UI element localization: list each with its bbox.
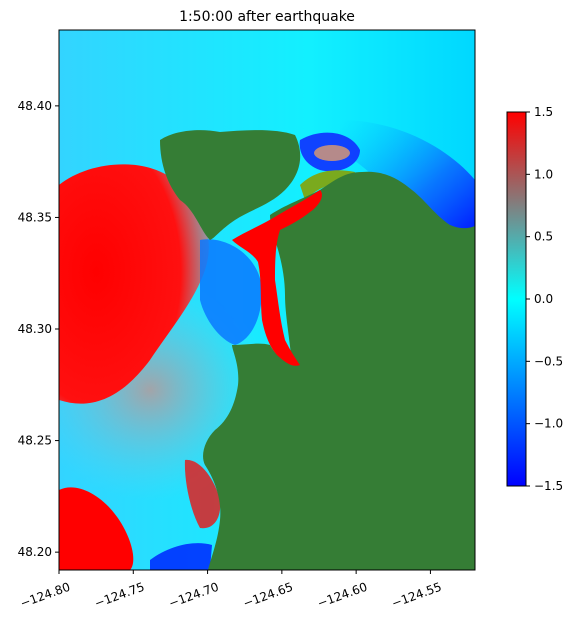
colorbar-tick-label: 0.5 [534, 230, 553, 244]
y-tick-label: 48.25 [18, 434, 52, 448]
colorbar-tick-label: 0.0 [534, 292, 553, 306]
negative-anomaly-channel [200, 239, 262, 345]
x-tick-label: −124.75 [93, 580, 147, 611]
inlet-grey-patch [314, 145, 350, 161]
positive-anomaly-west [59, 164, 209, 404]
x-tick-label: −124.60 [315, 580, 369, 611]
colorbar-tick-label: 1.0 [534, 167, 553, 181]
y-tick-label: 48.30 [18, 322, 52, 336]
y-tick-label: 48.40 [18, 99, 52, 113]
chart-title: 1:50:00 after earthquake [179, 9, 355, 25]
x-tick-label: −124.65 [241, 580, 295, 611]
positive-anomaly-coast [184, 459, 221, 529]
land-north [160, 130, 301, 240]
negative-anomaly-east [340, 120, 475, 240]
negative-anomaly-south [150, 543, 212, 570]
y-axis: 48.20 48.25 48.30 48.35 48.40 [18, 99, 59, 559]
positive-anomaly-southwest [59, 487, 134, 570]
colorbar-tick-label: −1.0 [534, 417, 563, 431]
colorbar-tick-label: 1.5 [534, 105, 553, 119]
positive-anomaly-inlet [232, 190, 322, 366]
x-tick-label: −124.70 [167, 580, 221, 611]
colorbar-gradient [506, 111, 527, 487]
colorbar: −1.5 −1.0 −0.5 0.0 0.5 1.0 1.5 [506, 105, 563, 493]
x-tick-label: −124.80 [18, 580, 72, 611]
colorbar-tick-label: −0.5 [534, 354, 563, 368]
x-axis: −124.80 −124.75 −124.70 −124.65 −124.60 −124.… [18, 570, 443, 611]
x-tick-label: −124.55 [390, 580, 444, 611]
y-tick-label: 48.20 [18, 545, 52, 559]
heatmap-plot-area [59, 30, 475, 570]
y-tick-label: 48.35 [18, 210, 52, 224]
land-east [203, 171, 475, 570]
plot-frame [58, 29, 476, 571]
colorbar-tick-label: −1.5 [534, 479, 563, 493]
colorbar-ticks: −1.5 −1.0 −0.5 0.0 0.5 1.0 1.5 [526, 105, 563, 493]
